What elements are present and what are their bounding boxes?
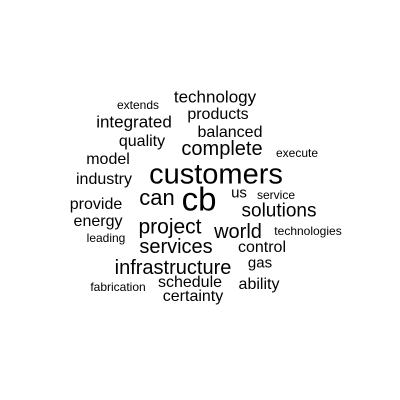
word-model: model <box>86 151 130 168</box>
word-services: services <box>139 236 213 258</box>
word-execute: execute <box>275 146 319 160</box>
word-can: can <box>139 185 175 210</box>
word-leading: leading <box>86 231 126 245</box>
word-complete: complete <box>181 138 263 160</box>
word-certainty: certainty <box>162 288 224 305</box>
word-balanced: balanced <box>197 124 263 141</box>
word-provide: provide <box>69 196 123 213</box>
word-customers: customers <box>149 158 283 191</box>
word-ability: ability <box>238 276 280 293</box>
word-control: control <box>237 239 287 256</box>
word-integrated: integrated <box>96 112 172 132</box>
word-technologies: technologies <box>274 224 342 238</box>
word-infrastructure: infrastructure <box>114 257 232 279</box>
word-us: us <box>231 184 247 202</box>
word-world: world <box>214 221 262 243</box>
word-quality: quality <box>118 133 166 150</box>
word-fabrication: fabrication <box>90 280 146 294</box>
word-solutions: solutions <box>241 200 317 222</box>
word-industry: industry <box>75 171 133 188</box>
word-cb: cb <box>181 180 217 218</box>
word-energy: energy <box>73 213 123 230</box>
word-extends: extends <box>116 98 160 112</box>
word-gas: gas <box>247 254 273 272</box>
word-project: project <box>138 215 202 239</box>
word-technology: technology <box>173 87 257 107</box>
word-schedule: schedule <box>157 274 223 291</box>
word-products: products <box>187 106 249 123</box>
word-service: service <box>256 188 296 202</box>
